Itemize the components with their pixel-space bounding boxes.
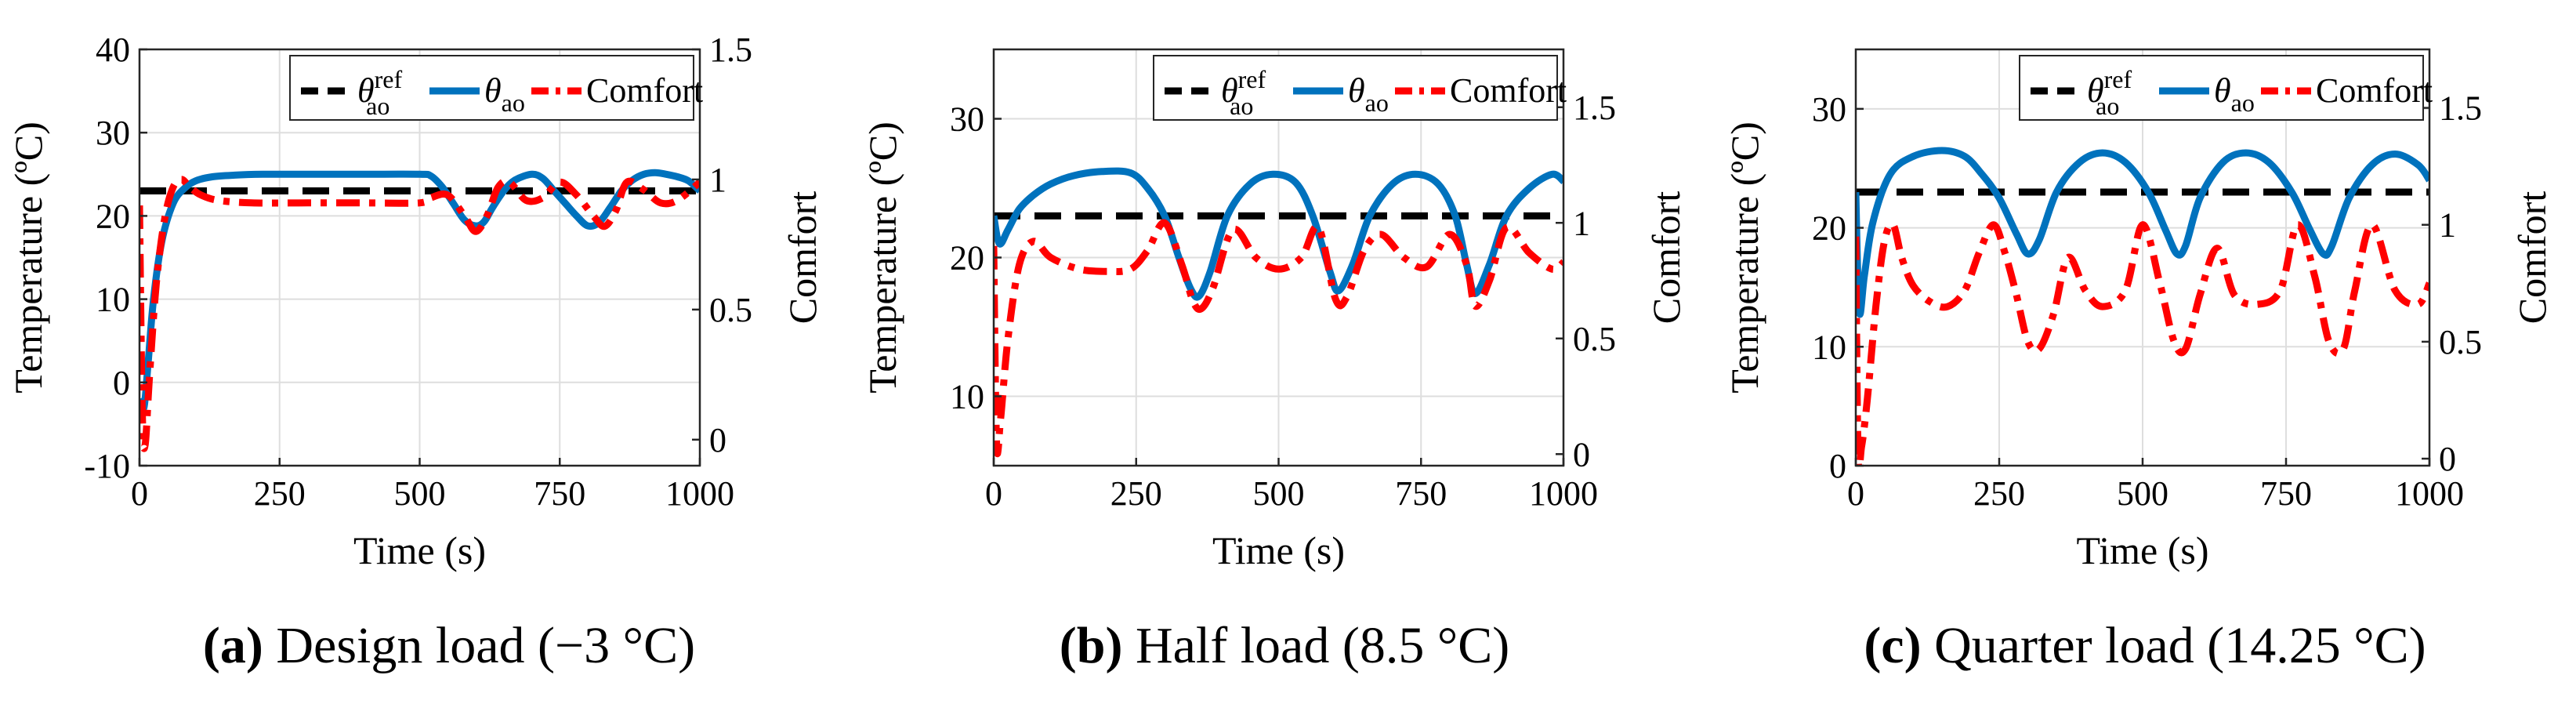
series-group [1856, 147, 2429, 466]
x-tick-label: 500 [2117, 474, 2168, 513]
y2-tick-label: 0 [1573, 435, 1590, 474]
legend-label-comfort: Comfort [1450, 71, 1567, 110]
x-tick-label: 750 [534, 474, 585, 513]
series-line-temperature [1856, 147, 2429, 318]
panel-caption: (c) Quarter load (14.25 °C) [1864, 617, 2426, 674]
y-tick-label: 30 [1812, 90, 1846, 129]
series-group [994, 167, 1563, 458]
x-axis-label: Time (s) [1212, 528, 1345, 572]
x-axis-label: Time (s) [2076, 528, 2208, 572]
x-tick-label: 1000 [665, 474, 734, 513]
y2-axis-label: Comfort [1644, 191, 1688, 325]
legend-box [289, 55, 694, 121]
panel-caption: (b) Half load (8.5 °C) [1060, 617, 1509, 674]
caption-tag: (b) [1060, 617, 1123, 674]
legend: θref ao θao Comfort [289, 55, 703, 121]
y2-axis-label: Comfort [2510, 191, 2554, 325]
y2-tick-label: 0 [709, 421, 726, 459]
chart-panel-b: 0 250 500 750 1000 10 20 30 0 0.5 1 1.5 Time (s) Temp… [860, 48, 1688, 674]
caption-text: Design load (−3 °C) [263, 617, 695, 674]
caption-tag: (a) [203, 617, 263, 674]
x-tick-label: 750 [2260, 474, 2312, 513]
series-line-comfort [139, 176, 700, 452]
caption-tag: (c) [1864, 617, 1921, 674]
series-group [139, 169, 700, 452]
y-tick-label: 0 [1829, 447, 1846, 485]
x-tick-label: 750 [1395, 474, 1447, 513]
legend-label-temperature: θao [484, 71, 525, 117]
y2-tick-label: 0 [2439, 440, 2456, 478]
y-tick-label: 30 [950, 100, 984, 139]
x-axis-label: Time (s) [353, 528, 486, 572]
legend: θref ao θao Comfort [2019, 55, 2433, 121]
x-tick-label: 1000 [1529, 474, 1598, 513]
legend-label-comfort: Comfort [586, 71, 703, 110]
y-tick-label: 40 [96, 31, 130, 69]
y2-tick-label: 0.5 [1573, 320, 1616, 358]
series-line-comfort [994, 219, 1563, 458]
x-tick-label: 0 [131, 474, 148, 513]
legend-label-reference: θref ao [2087, 65, 2132, 120]
legend-label-reference: θref ao [1221, 65, 1266, 120]
y2-tick-label: 1.5 [1573, 89, 1616, 127]
legend-label-comfort: Comfort [2316, 71, 2433, 110]
legend-box [2019, 55, 2424, 121]
legend-label-temperature: θao [1348, 71, 1389, 117]
y-tick-label: 10 [1812, 328, 1846, 366]
y2-axis-label: Comfort [781, 191, 824, 325]
panel-caption: (a) Design load (−3 °C) [203, 617, 695, 674]
y2-tick-label: 1.5 [2439, 89, 2482, 128]
y-tick-label: -10 [84, 447, 130, 485]
series-line-comfort [1856, 220, 2429, 466]
y2-tick-label: 0.5 [709, 291, 752, 329]
legend-label-temperature: θao [2214, 71, 2255, 117]
legend-box [1153, 55, 1558, 121]
x-tick-label: 1000 [2395, 474, 2464, 513]
x-tick-label: 0 [985, 474, 1002, 513]
caption-text: Half load (8.5 °C) [1122, 617, 1509, 674]
y2-tick-label: 1 [1573, 204, 1590, 242]
x-tick-label: 250 [254, 474, 306, 513]
legend: θref ao θao Comfort [1153, 55, 1567, 121]
y-axis-label: Temperature (ºC) [860, 122, 904, 394]
x-tick-label: 250 [1973, 474, 2025, 513]
x-tick-label: 500 [394, 474, 446, 513]
y2-tick-label: 1.5 [709, 31, 752, 69]
y-tick-label: 0 [113, 364, 130, 402]
caption-text: Quarter load (14.25 °C) [1922, 617, 2426, 674]
x-tick-label: 0 [1847, 474, 1864, 513]
y-tick-label: 20 [1812, 209, 1846, 248]
y-tick-label: 20 [96, 197, 130, 235]
y2-tick-label: 1 [709, 161, 726, 199]
x-tick-label: 250 [1110, 474, 1162, 513]
y-tick-label: 20 [950, 239, 984, 278]
y2-tick-label: 0.5 [2439, 323, 2482, 361]
y-tick-label: 30 [96, 114, 130, 152]
y-axis-label: Temperature (ºC) [1723, 122, 1766, 394]
legend-label-reference: θref ao [357, 65, 402, 120]
y-tick-label: 10 [950, 378, 984, 416]
y-axis-label: Temperature (ºC) [6, 122, 50, 394]
y2-tick-label: 1 [2439, 206, 2456, 245]
y-tick-label: 10 [96, 281, 130, 319]
x-tick-label: 500 [1253, 474, 1305, 513]
